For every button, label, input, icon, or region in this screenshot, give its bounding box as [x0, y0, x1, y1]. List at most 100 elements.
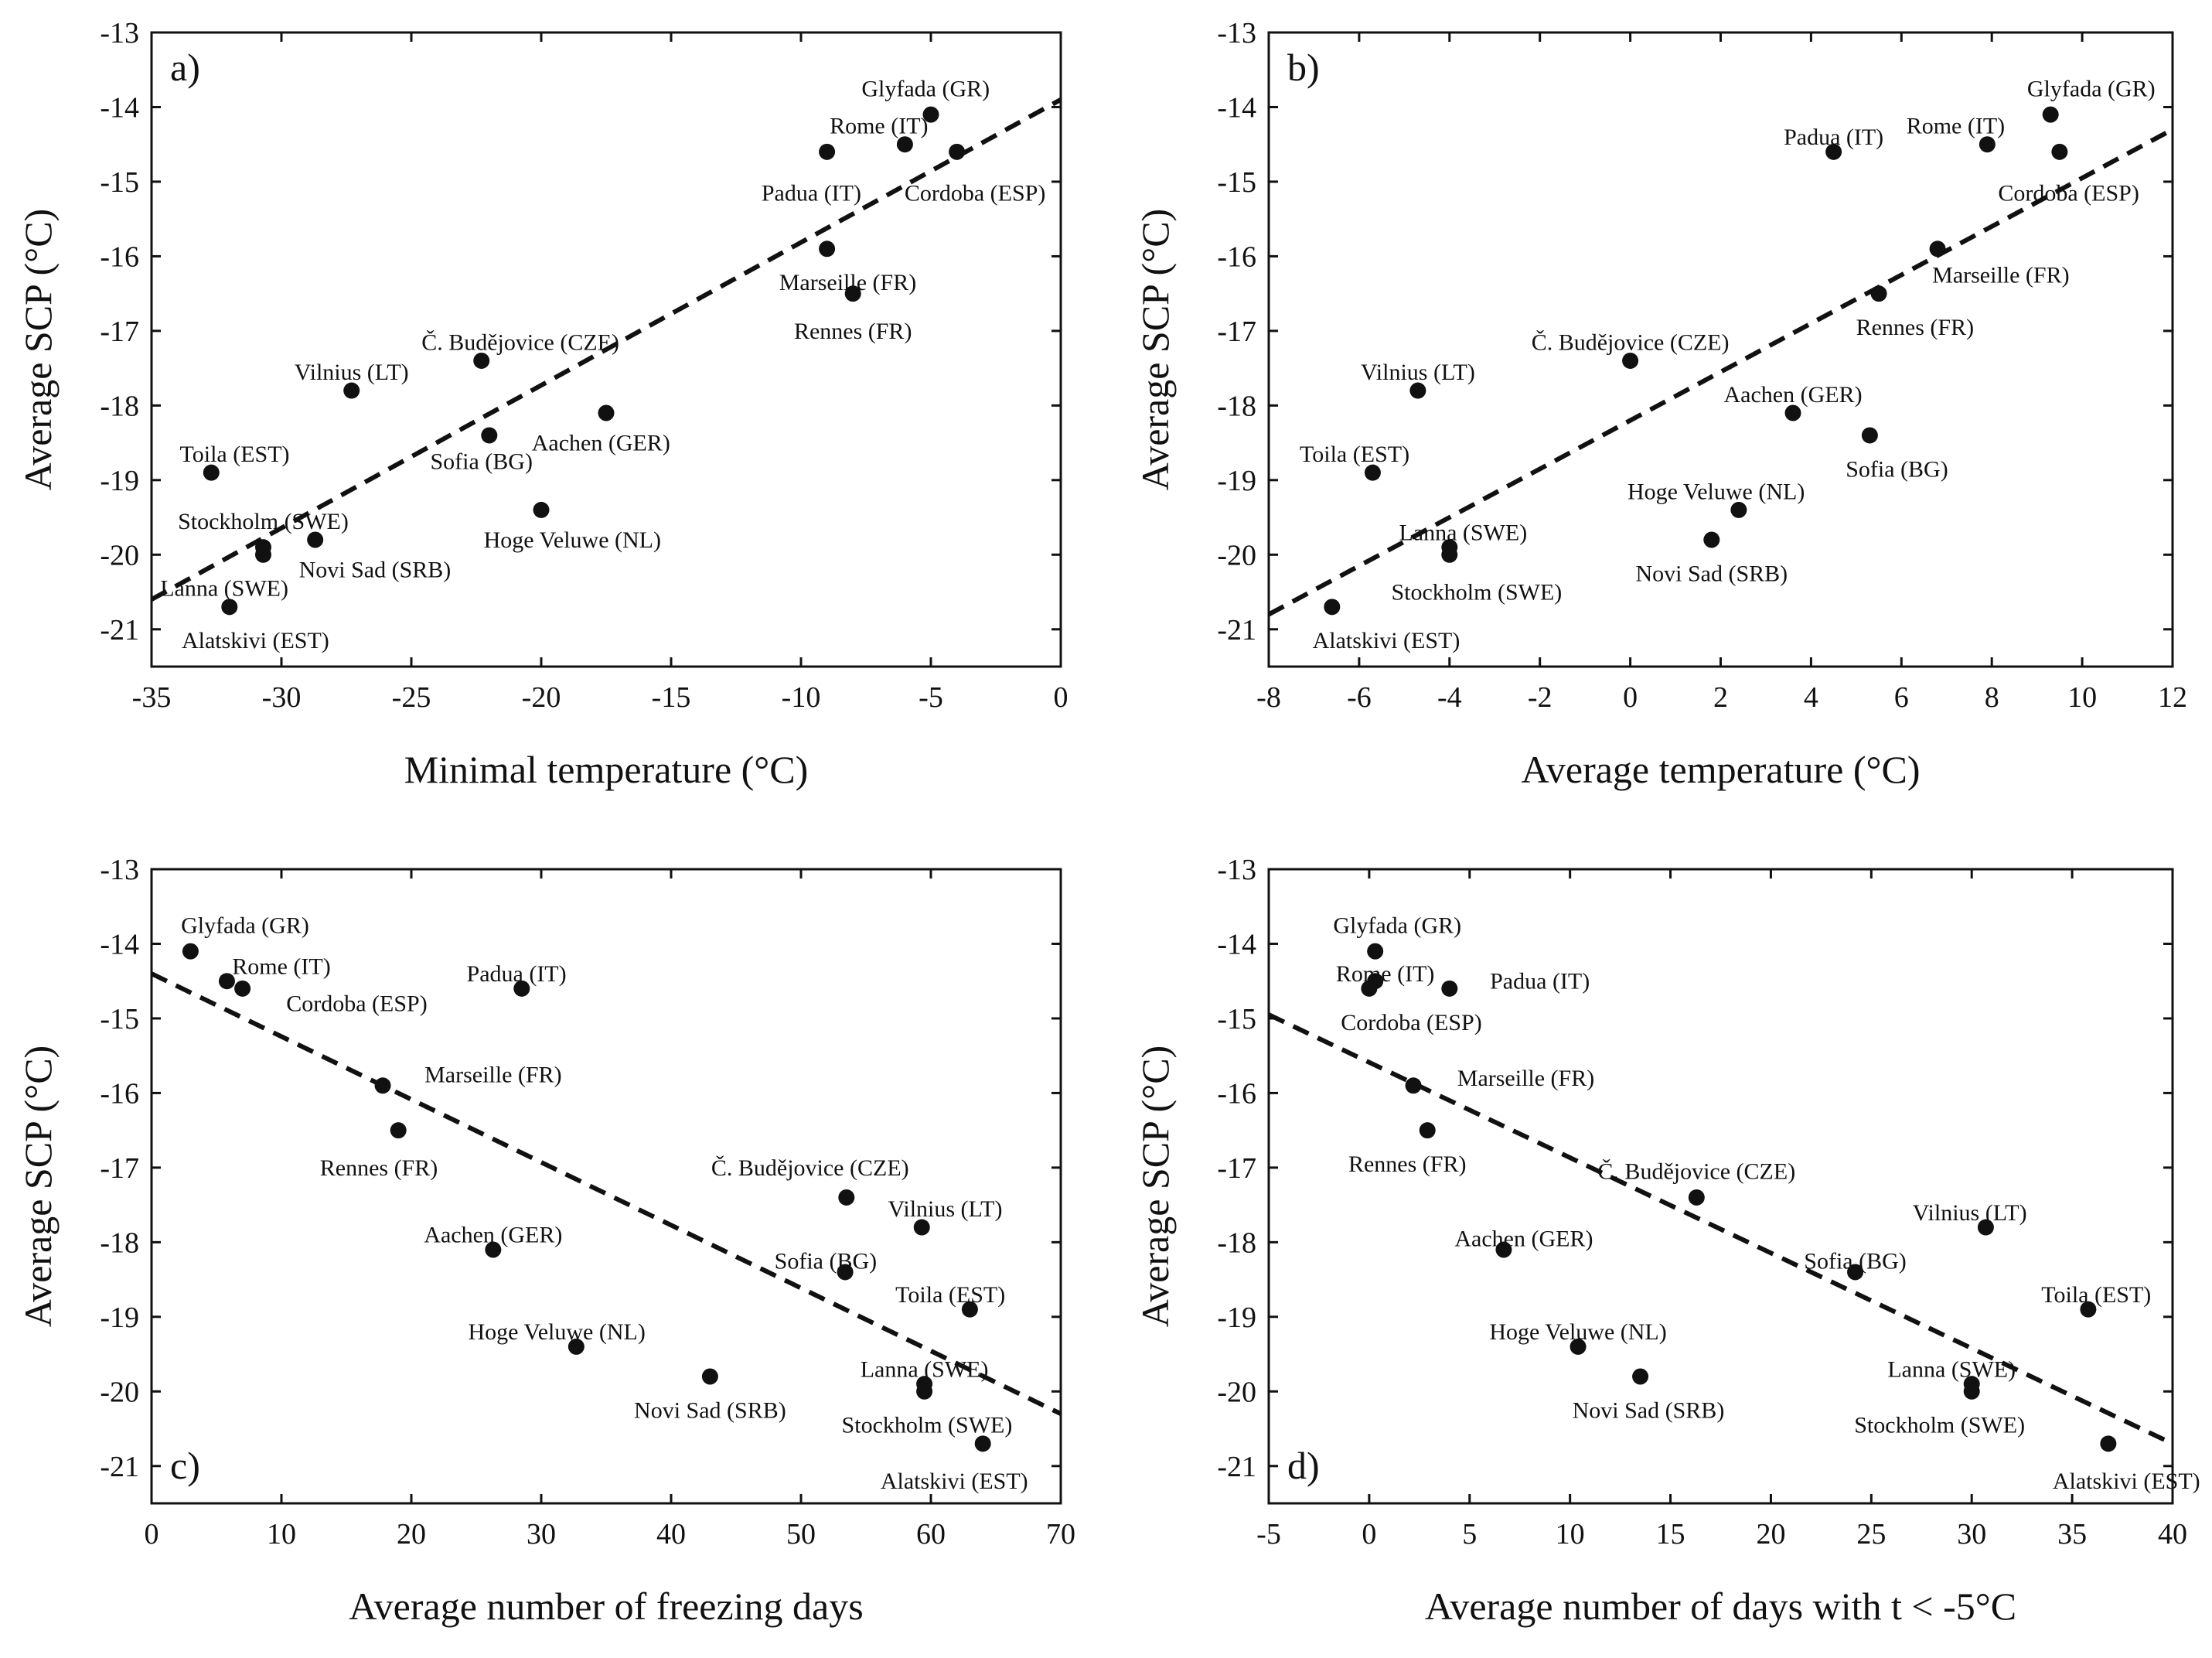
point-label: Rennes (FR)	[794, 319, 912, 344]
trend-line	[150, 97, 1062, 602]
point-label: Aachen (GER)	[424, 1223, 562, 1248]
data-point	[1441, 980, 1458, 997]
data-point	[2100, 1435, 2117, 1452]
data-point	[1847, 1264, 1864, 1281]
data-point	[1963, 1383, 1980, 1400]
x-axis-label: Average temperature (°C)	[1521, 748, 1920, 791]
x-tick-label: 70	[1046, 1518, 1075, 1551]
data-point	[922, 106, 939, 123]
point-label: Padua (IT)	[467, 961, 567, 987]
x-tick-label: -5	[919, 681, 943, 714]
trend-line	[1267, 127, 2174, 617]
y-tick-label: -18	[1217, 390, 1256, 422]
data-point	[1703, 531, 1720, 548]
x-tick-label: 4	[1804, 681, 1818, 714]
point-label: Č. Budějovice (CZE)	[421, 329, 619, 355]
y-tick-label: -20	[1217, 539, 1256, 571]
data-point	[1977, 1219, 1994, 1236]
point-label: Novi Sad (SRB)	[1635, 561, 1788, 586]
y-axis-label: Average SCP (°C)	[16, 1046, 60, 1327]
y-tick-label: -13	[1217, 17, 1256, 49]
x-tick-label: 0	[1054, 681, 1069, 714]
data-point	[1361, 980, 1378, 997]
point-label: Lanna (SWE)	[1399, 520, 1527, 545]
x-tick-label: 0	[1623, 681, 1638, 714]
x-tick-label: 12	[2158, 681, 2187, 714]
y-tick-label: -15	[1217, 166, 1256, 199]
point-label: Vilnius (LT)	[888, 1196, 1003, 1222]
data-point	[343, 382, 360, 399]
y-tick-label: -13	[1217, 854, 1256, 886]
point-label: Padua (IT)	[1490, 969, 1590, 994]
data-point	[1570, 1338, 1587, 1355]
y-tick-label: -13	[100, 17, 139, 49]
data-point	[1870, 285, 1887, 302]
x-tick-label: 10	[1556, 1518, 1585, 1551]
point-label: Aachen (GER)	[1454, 1226, 1593, 1252]
data-point	[1419, 1122, 1436, 1139]
point-label: Marseille (FR)	[424, 1062, 561, 1087]
point-label: Cordoba (ESP)	[1998, 180, 2139, 206]
point-label: Cordoba (ESP)	[1341, 1010, 1482, 1035]
point-label: Aachen (GER)	[1723, 382, 1862, 408]
point-label: Vilnius (LT)	[1361, 360, 1475, 385]
data-point	[1405, 1077, 1422, 1094]
y-tick-label: -21	[1217, 1451, 1256, 1483]
point-label: Rennes (FR)	[1348, 1151, 1467, 1177]
y-tick-label: -15	[100, 166, 139, 199]
data-point	[182, 943, 199, 960]
x-tick-label: 5	[1462, 1518, 1477, 1551]
x-tick-label: 25	[1856, 1518, 1886, 1551]
point-label: Vilnius (LT)	[1913, 1200, 2027, 1226]
point-label: Cordoba (ESP)	[905, 180, 1046, 206]
point-label: Glyfada (GR)	[1333, 913, 1461, 938]
y-tick-label: -21	[100, 614, 139, 646]
x-tick-label: 2	[1713, 681, 1728, 714]
point-label: Toila (EST)	[180, 442, 290, 467]
data-point	[961, 1301, 978, 1318]
point-label: Novi Sad (SRB)	[1573, 1397, 1725, 1423]
x-tick-label: 30	[527, 1518, 556, 1551]
data-point	[374, 1077, 391, 1094]
data-point	[1929, 241, 1946, 258]
x-tick-label: 8	[1985, 681, 1999, 714]
point-label: Sofia (BG)	[1804, 1248, 1906, 1274]
data-point	[481, 427, 498, 444]
plot-frame	[150, 31, 1062, 668]
x-tick-label: 50	[786, 1518, 816, 1551]
y-tick-label: -19	[100, 465, 139, 497]
point-label: Glyfada (GR)	[181, 913, 309, 938]
data-point	[1784, 404, 1801, 421]
x-tick-label: 10	[267, 1518, 296, 1551]
point-label: Novi Sad (SRB)	[299, 558, 452, 583]
point-label: Novi Sad (SRB)	[634, 1397, 786, 1423]
y-tick-label: -17	[1217, 316, 1256, 348]
point-label: Toila (EST)	[1300, 442, 1409, 467]
data-point	[916, 1383, 933, 1400]
x-tick-label: 20	[1756, 1518, 1785, 1551]
data-point	[1632, 1368, 1649, 1385]
data-point	[1979, 136, 1996, 153]
trend-line	[1267, 1012, 2174, 1446]
data-point	[221, 599, 238, 616]
data-point	[567, 1338, 585, 1355]
x-tick-label: -15	[652, 681, 691, 714]
point-label: Alatskivi (EST)	[1313, 628, 1460, 653]
point-label: Č. Budějovice (CZE)	[1597, 1159, 1795, 1185]
data-point	[1441, 546, 1458, 563]
y-tick-label: -19	[100, 1301, 139, 1334]
point-label: Lanna (SWE)	[861, 1356, 989, 1382]
trend-line	[150, 971, 1062, 1416]
x-tick-label: 30	[1957, 1518, 1986, 1551]
x-tick-label: 0	[1362, 1518, 1376, 1551]
point-label: Hoge Veluwe (NL)	[1627, 479, 1805, 504]
point-label: Rome (IT)	[232, 954, 330, 979]
point-label: Glyfada (GR)	[861, 76, 990, 101]
data-point	[837, 1264, 854, 1281]
data-point	[844, 285, 861, 302]
y-tick-label: -17	[1217, 1152, 1256, 1185]
point-label: Hoge Veluwe (NL)	[484, 527, 661, 553]
data-point	[485, 1241, 502, 1258]
x-tick-label: -4	[1437, 681, 1462, 714]
y-tick-label: -13	[100, 854, 139, 886]
